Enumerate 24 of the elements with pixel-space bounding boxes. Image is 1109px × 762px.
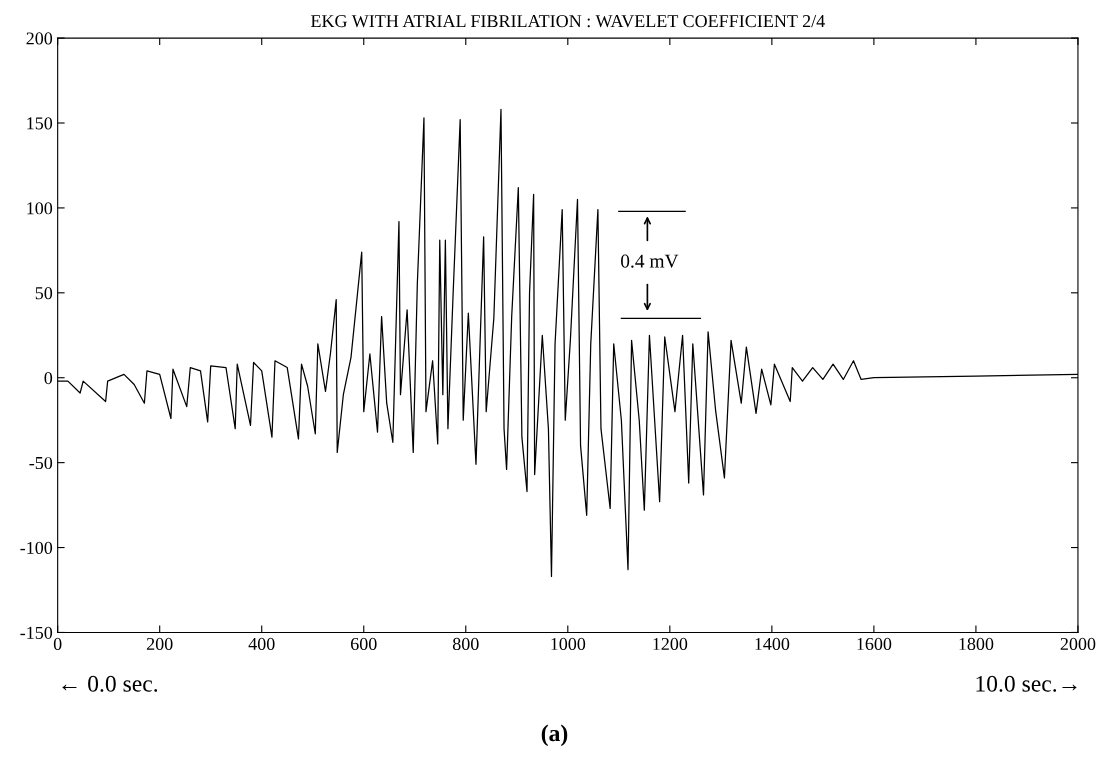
- y-tick-label: 50: [35, 287, 53, 300]
- x-tick-label: 200: [146, 637, 173, 651]
- text: (a): [541, 724, 568, 747]
- y-tick-label: -150: [20, 626, 53, 639]
- x-tick-label: 1600: [857, 637, 892, 651]
- y-tick-label: 0: [44, 371, 53, 385]
- x-tick-label: 0: [53, 637, 62, 651]
- y-tick-label: 150: [27, 117, 53, 130]
- x-tick-label: 600: [350, 637, 377, 651]
- x-tick-label: 2000: [1060, 637, 1096, 651]
- x-tick-label: 1400: [755, 637, 790, 651]
- annotation: 0.4 mV: [621, 254, 679, 268]
- chart-title: EKG WITH ATRIAL FIBRILATION : WAVELET COEFFICIENT 2/4: [310, 15, 825, 28]
- y-tick-label: -100: [20, 541, 53, 554]
- text: 10.0 sec.→: [976, 675, 1077, 692]
- text: ← 0.0 sec.: [62, 675, 158, 692]
- y-tick-label: 200: [26, 32, 53, 45]
- y-tick-label: 100: [27, 202, 53, 215]
- x-tick-label: 1200: [653, 637, 688, 651]
- x-tick-label: 400: [248, 637, 275, 651]
- x-tick-label: 1000: [551, 637, 586, 651]
- x-tick-label: 800: [452, 637, 479, 651]
- x-tick-label: 1800: [959, 637, 994, 651]
- y-tick-label: -50: [29, 456, 53, 470]
